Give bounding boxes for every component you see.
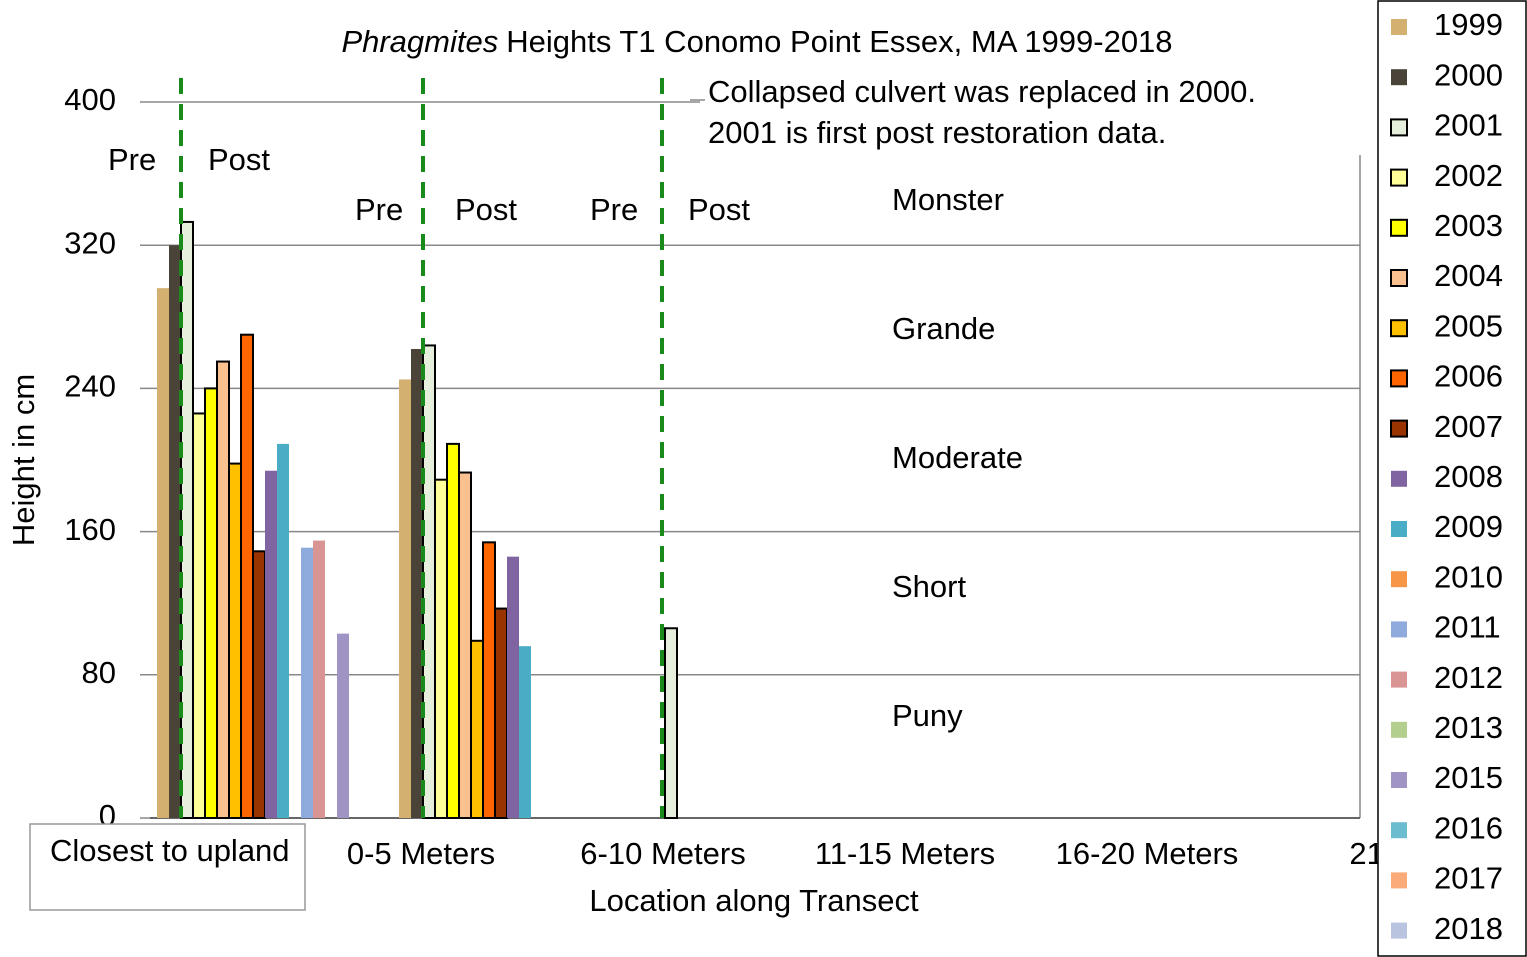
annotation: Closest to upland: [50, 833, 290, 868]
bar: [411, 349, 423, 818]
bar: [192, 412, 206, 819]
bar: [169, 245, 181, 818]
bar: [664, 627, 678, 820]
annotation: Post: [208, 142, 270, 177]
legend-swatch: [1390, 168, 1408, 187]
legend-label: 2017: [1434, 861, 1503, 896]
bar: [157, 288, 169, 818]
legend-swatch: [1391, 571, 1407, 588]
annotation: Short: [892, 569, 966, 604]
legend-label: 2016: [1434, 810, 1503, 845]
bar: [482, 541, 496, 820]
legend-label: 2001: [1434, 108, 1503, 143]
legend-swatch: [1391, 470, 1407, 487]
legend-label: 2002: [1434, 158, 1503, 193]
legend-label: 2008: [1434, 459, 1503, 494]
legend-label: 2007: [1434, 409, 1503, 444]
bar: [399, 379, 411, 818]
legend-label: 2005: [1434, 308, 1503, 343]
legend-swatch: [1391, 621, 1407, 638]
bar: [313, 540, 325, 818]
annotation: Pre: [355, 192, 403, 227]
bar: [216, 360, 230, 819]
annotation: 2001 is first post restoration data.: [708, 115, 1166, 150]
chart-title: Phragmites Heights T1 Conomo Point Essex,…: [341, 24, 1172, 59]
bar: [228, 462, 242, 819]
legend-swatch: [1391, 69, 1407, 86]
legend-swatch: [1391, 872, 1407, 889]
bar: [470, 639, 484, 819]
legend-label: 2003: [1434, 208, 1503, 243]
legend-swatch: [1391, 521, 1407, 537]
y-tick-label: 80: [82, 655, 116, 690]
y-tick-label: 400: [64, 82, 116, 117]
y-axis-label: Height in cm: [6, 374, 41, 546]
legend-swatch: [1390, 419, 1408, 438]
bar: [458, 471, 472, 819]
legend-swatch: [1390, 218, 1408, 237]
legend-label: 2011: [1434, 610, 1501, 645]
bar: [507, 556, 519, 818]
legend-label: 2013: [1434, 710, 1503, 745]
legend-label: 2004: [1434, 258, 1503, 293]
legend-swatch: [1391, 922, 1407, 939]
legend-label: 2006: [1434, 359, 1503, 394]
bar: [337, 633, 349, 818]
bar: [434, 478, 448, 819]
legend-label: 2015: [1434, 760, 1503, 795]
legend-label: 2018: [1434, 911, 1503, 946]
legend-swatch: [1390, 118, 1408, 137]
y-tick-label: 320: [64, 225, 116, 260]
annotation: Pre: [590, 192, 638, 227]
bar: [265, 470, 277, 818]
legend-label: 2010: [1434, 559, 1503, 594]
x-tick-label: 0-5 Meters: [347, 836, 495, 871]
bar: [252, 550, 266, 819]
bar: [446, 442, 460, 819]
annotation: Monster: [892, 182, 1004, 217]
annotation: Post: [455, 192, 517, 227]
x-axis-label: Location along Transect: [589, 883, 919, 918]
title-italic: Phragmites: [341, 24, 498, 59]
legend-swatch: [1390, 369, 1408, 388]
legend-swatch: [1391, 721, 1407, 738]
y-tick-label: 240: [64, 369, 116, 404]
annotation: Puny: [892, 698, 963, 733]
bar: [204, 387, 218, 819]
x-tick-label: 11-15 Meters: [815, 836, 995, 871]
x-tick-label: 6-10 Meters: [580, 836, 745, 871]
annotation: Collapsed culvert was replaced in 2000.: [708, 74, 1256, 109]
y-tick-label: 160: [64, 512, 116, 547]
bar: [519, 646, 531, 818]
legend-label: 2012: [1434, 660, 1503, 695]
bar: [240, 333, 254, 819]
annotation: Grande: [892, 311, 995, 346]
annotation: Pre: [108, 142, 156, 177]
legend-label: 1999: [1434, 7, 1503, 42]
legend-swatch: [1391, 671, 1407, 688]
legend-swatch: [1391, 772, 1407, 788]
legend-swatch: [1391, 19, 1407, 35]
legend-label: 2000: [1434, 57, 1503, 92]
bar: [277, 443, 289, 818]
legend-swatch: [1390, 269, 1408, 287]
legend-label: 2009: [1434, 509, 1503, 544]
x-tick-label: 16-20 Meters: [1056, 836, 1239, 871]
bar: [301, 547, 313, 818]
annotation: Moderate: [892, 440, 1023, 475]
legend-swatch: [1390, 319, 1408, 338]
note-box: [29, 823, 306, 911]
legend-swatch: [1391, 822, 1407, 839]
bar: [494, 607, 508, 819]
annotation: Post: [688, 192, 750, 227]
title-rest: Heights T1 Conomo Point Essex, MA 1999-2…: [506, 24, 1172, 59]
